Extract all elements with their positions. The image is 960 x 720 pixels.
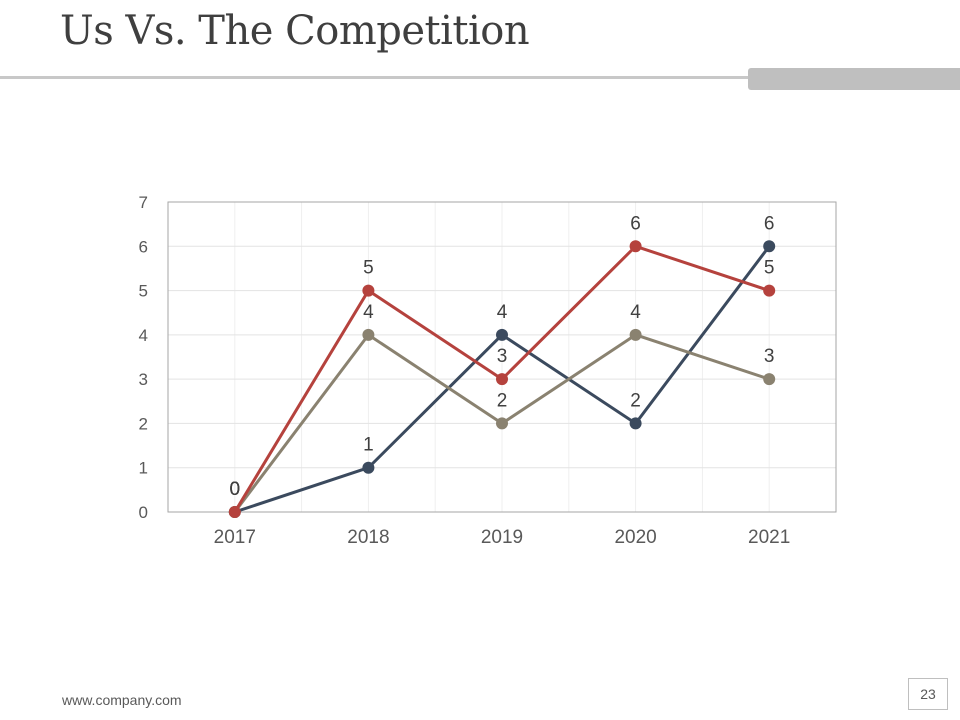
x-tick-label: 2019: [481, 527, 523, 548]
footer-url: www.company.com: [62, 692, 182, 708]
y-tick-label: 3: [139, 370, 148, 389]
title-divider: [0, 76, 750, 79]
y-tick-label: 5: [139, 282, 148, 301]
y-tick-label: 4: [139, 326, 148, 345]
y-tick-label: 2: [139, 414, 148, 433]
page-number: 23: [908, 678, 948, 710]
data-label-series-3: 6: [764, 213, 775, 234]
data-point-series-2: [496, 417, 508, 430]
y-tick-label: 1: [139, 459, 148, 478]
data-point-series-3: [763, 240, 776, 253]
x-tick-label: 2020: [614, 527, 656, 548]
data-point-series-1: [629, 240, 642, 253]
y-tick-label: 6: [139, 237, 148, 256]
data-point-series-3: [496, 328, 508, 341]
data-label-series-3: 0: [230, 479, 241, 500]
data-label-series-2: 2: [497, 390, 508, 411]
title-accent-tab: [748, 68, 960, 90]
y-tick-label: 0: [139, 503, 148, 522]
plot-border: [167, 201, 837, 513]
data-label-series-2: 4: [630, 302, 641, 323]
data-label-series-1: 0: [230, 479, 241, 500]
data-point-series-1: [763, 284, 776, 297]
data-point-series-1: [228, 506, 241, 518]
x-tick-label: 2017: [214, 527, 256, 548]
data-label-series-2: 3: [764, 346, 775, 367]
data-label-series-2: 0: [230, 479, 241, 500]
y-tick-label: 7: [139, 193, 148, 212]
data-point-series-3: [629, 417, 642, 430]
data-label-series-3: 4: [497, 302, 508, 323]
data-point-series-3: [362, 461, 375, 474]
x-tick-label: 2021: [748, 527, 790, 548]
slide-title: Us Vs. The Competition: [60, 8, 530, 54]
data-point-series-2: [629, 328, 642, 341]
x-tick-label: 2018: [347, 527, 389, 548]
data-point-series-2: [362, 328, 375, 341]
data-label-series-3: 1: [363, 435, 374, 456]
data-label-series-1: 5: [363, 258, 374, 279]
data-label-series-2: 4: [363, 302, 374, 323]
data-point-series-1: [362, 284, 375, 297]
data-point-series-2: [763, 373, 776, 386]
data-label-series-1: 6: [630, 213, 641, 234]
data-label-series-1: 5: [764, 258, 775, 279]
data-label-series-3: 2: [630, 390, 641, 411]
data-label-series-1: 3: [497, 346, 508, 367]
data-point-series-1: [496, 373, 508, 386]
